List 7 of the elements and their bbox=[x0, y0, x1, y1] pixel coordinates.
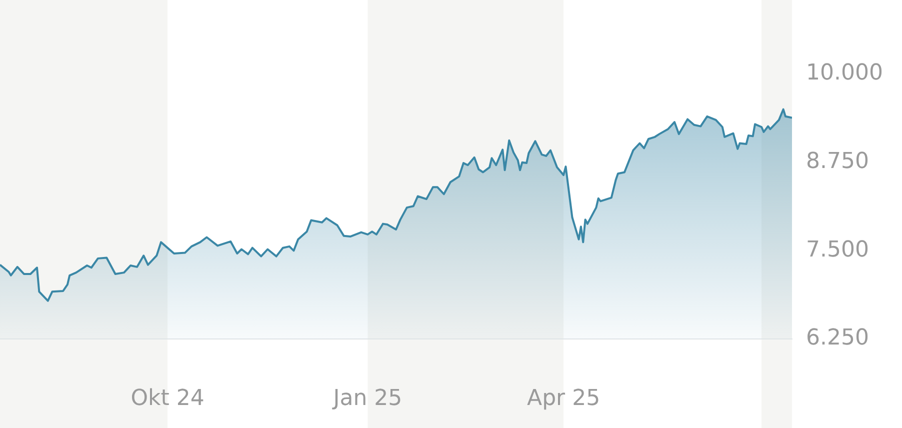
x-tick-label: Jan 25 bbox=[331, 386, 402, 411]
y-tick-label: 6.250 bbox=[806, 326, 869, 351]
y-tick-label: 8.750 bbox=[806, 149, 869, 174]
x-tick-label: Okt 24 bbox=[130, 386, 204, 411]
y-tick-label: 7.500 bbox=[806, 237, 869, 262]
y-tick-label: 10.000 bbox=[806, 60, 883, 86]
x-tick-label: Apr 25 bbox=[527, 386, 600, 411]
